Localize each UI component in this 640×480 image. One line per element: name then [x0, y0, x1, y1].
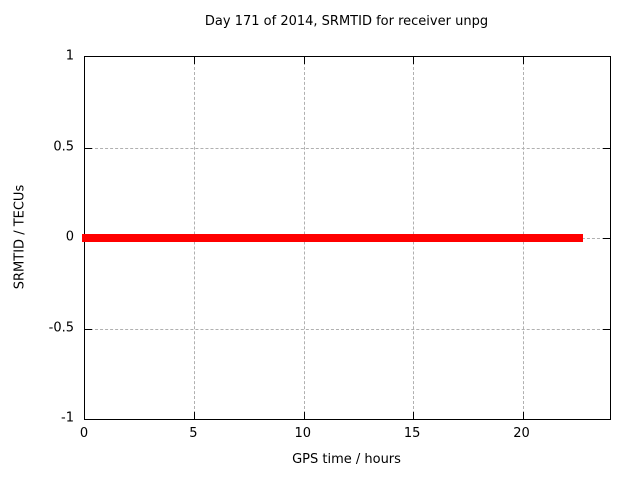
- x-tick-top: [303, 57, 305, 64]
- x-tick-bottom: [413, 412, 415, 419]
- y-tick-right: [603, 328, 610, 330]
- y-tick-label: 0.5: [53, 139, 74, 154]
- y-gridline: [85, 147, 610, 149]
- x-tick-bottom: [303, 412, 305, 419]
- x-tick-bottom: [194, 412, 196, 419]
- chart-title: Day 171 of 2014, SRMTID for receiver unp…: [204, 14, 489, 29]
- x-tick-label: 10: [294, 426, 312, 441]
- y-gridline: [85, 328, 610, 330]
- y-tick-left: [85, 328, 92, 330]
- x-tick-top: [413, 57, 415, 64]
- x-tick-label: 20: [513, 426, 530, 441]
- data-line-srmtid: [82, 234, 583, 242]
- x-axis-label: GPS time / hours: [292, 452, 401, 467]
- y-axis-label: SRMTID / TECUs: [12, 184, 28, 290]
- y-tick-left: [85, 147, 92, 149]
- y-tick-label: 1: [65, 48, 74, 64]
- y-tick-right: [603, 238, 610, 239]
- x-tick-top: [522, 57, 524, 64]
- y-tick-right: [603, 147, 610, 149]
- y-tick-label: 0: [65, 229, 74, 245]
- x-tick-label: 15: [403, 426, 421, 441]
- y-tick-label: -0.5: [48, 320, 74, 335]
- x-tick-top: [194, 57, 196, 64]
- y-tick-label: -1: [61, 410, 74, 426]
- x-tick-label: 0: [79, 426, 89, 441]
- x-tick-bottom: [522, 412, 524, 419]
- plot-area: [82, 56, 611, 420]
- x-tick-label: 5: [189, 426, 198, 441]
